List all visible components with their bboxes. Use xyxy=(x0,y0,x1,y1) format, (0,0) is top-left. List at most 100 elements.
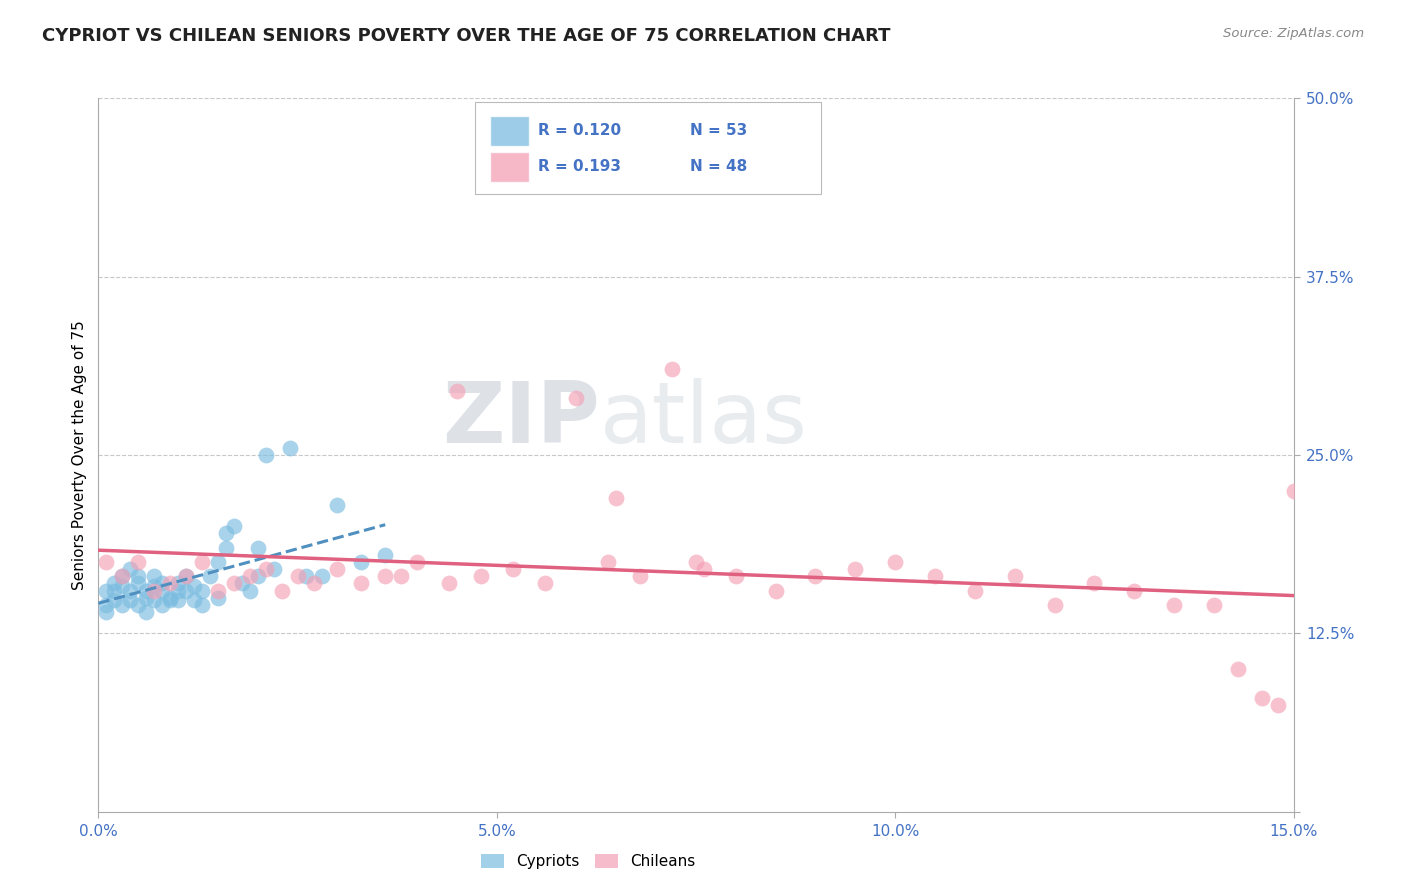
Text: Source: ZipAtlas.com: Source: ZipAtlas.com xyxy=(1223,27,1364,40)
Point xyxy=(96,583,118,598)
Point xyxy=(207,583,229,598)
Point xyxy=(1163,598,1185,612)
Point xyxy=(120,583,142,598)
Point xyxy=(215,541,238,555)
FancyBboxPatch shape xyxy=(491,152,529,182)
Legend: Cypriots, Chileans: Cypriots, Chileans xyxy=(475,848,702,875)
Point xyxy=(724,569,747,583)
Point xyxy=(120,593,142,607)
Point xyxy=(167,576,190,591)
Point xyxy=(239,569,262,583)
Point xyxy=(167,593,190,607)
Point xyxy=(628,569,651,583)
Point xyxy=(127,576,149,591)
Point xyxy=(183,579,205,593)
Text: N = 53: N = 53 xyxy=(690,123,747,138)
Point xyxy=(1083,576,1105,591)
Text: N = 48: N = 48 xyxy=(690,159,747,174)
Point xyxy=(191,555,214,569)
Point xyxy=(533,576,555,591)
Point xyxy=(127,598,149,612)
Point xyxy=(215,526,238,541)
Point xyxy=(174,569,197,583)
Point xyxy=(111,598,134,612)
Point xyxy=(685,555,707,569)
Point xyxy=(246,569,269,583)
Point xyxy=(167,583,190,598)
Point xyxy=(294,569,316,583)
Point xyxy=(150,576,173,591)
Point xyxy=(231,576,253,591)
Point xyxy=(1004,569,1026,583)
Point xyxy=(111,569,134,583)
FancyBboxPatch shape xyxy=(491,116,529,146)
Point xyxy=(1123,583,1146,598)
Point xyxy=(159,591,181,605)
Point xyxy=(1043,598,1066,612)
Point xyxy=(470,569,492,583)
Point xyxy=(1267,698,1289,712)
Point xyxy=(963,583,986,598)
Point xyxy=(143,569,166,583)
Y-axis label: Seniors Poverty Over the Age of 75: Seniors Poverty Over the Age of 75 xyxy=(72,320,87,590)
Point xyxy=(103,576,125,591)
Point xyxy=(311,569,333,583)
Point xyxy=(661,362,683,376)
Point xyxy=(406,555,429,569)
Point xyxy=(143,579,166,593)
Text: ZIP: ZIP xyxy=(443,377,600,461)
Point xyxy=(135,591,157,605)
Point xyxy=(198,569,221,583)
Point xyxy=(565,391,588,405)
Point xyxy=(263,562,285,576)
Point xyxy=(222,576,245,591)
Point xyxy=(159,576,181,591)
FancyBboxPatch shape xyxy=(475,102,821,194)
Point xyxy=(191,598,214,612)
Point xyxy=(1250,690,1272,705)
Point xyxy=(804,569,827,583)
Point xyxy=(693,562,716,576)
Point xyxy=(254,562,277,576)
Point xyxy=(135,605,157,619)
Point xyxy=(150,583,173,598)
Point xyxy=(96,555,118,569)
Point xyxy=(270,583,292,598)
Point xyxy=(374,548,396,562)
Point xyxy=(924,569,946,583)
Point xyxy=(143,593,166,607)
Point xyxy=(127,555,149,569)
Point xyxy=(135,583,157,598)
Point xyxy=(605,491,627,505)
Point xyxy=(103,583,125,598)
Point xyxy=(103,593,125,607)
Point xyxy=(437,576,460,591)
Point xyxy=(1282,483,1305,498)
Text: R = 0.120: R = 0.120 xyxy=(538,123,621,138)
Point xyxy=(111,579,134,593)
Point xyxy=(326,498,349,512)
Point xyxy=(374,569,396,583)
Point xyxy=(1226,662,1249,676)
Point xyxy=(159,593,181,607)
Point xyxy=(143,583,166,598)
Point xyxy=(326,562,349,576)
Point xyxy=(350,555,373,569)
Point xyxy=(278,441,301,455)
Text: atlas: atlas xyxy=(600,377,808,461)
Point xyxy=(191,583,214,598)
Point xyxy=(844,562,866,576)
Point xyxy=(120,562,142,576)
Point xyxy=(446,384,468,398)
Point xyxy=(350,576,373,591)
Point xyxy=(222,519,245,533)
Point xyxy=(207,555,229,569)
Point xyxy=(884,555,907,569)
Point xyxy=(302,576,325,591)
Point xyxy=(174,583,197,598)
Text: R = 0.193: R = 0.193 xyxy=(538,159,621,174)
Text: CYPRIOT VS CHILEAN SENIORS POVERTY OVER THE AGE OF 75 CORRELATION CHART: CYPRIOT VS CHILEAN SENIORS POVERTY OVER … xyxy=(42,27,890,45)
Point xyxy=(246,541,269,555)
Point xyxy=(150,598,173,612)
Point xyxy=(389,569,412,583)
